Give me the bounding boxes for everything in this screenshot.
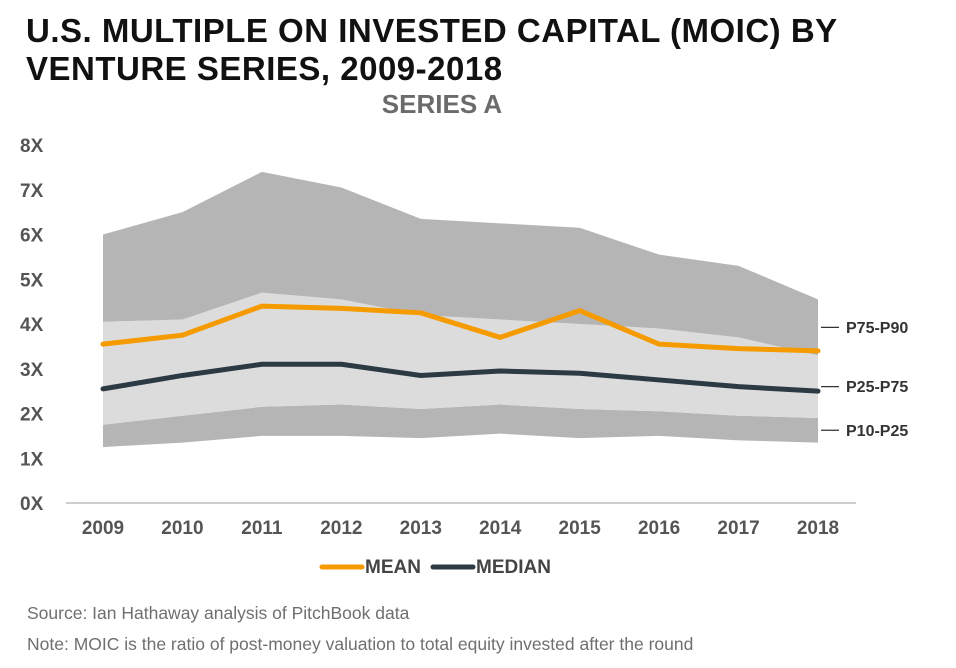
y-tick-label: 2X	[20, 405, 44, 426]
band-p75-p90	[103, 171, 818, 356]
x-tick-label: 2010	[161, 518, 203, 539]
y-tick-label: 1X	[20, 449, 44, 470]
y-tick-label: 7X	[20, 181, 44, 202]
x-axis-ticks: 2009 2010 2011 2012 2013 2014 2015 2016 2017 2018	[82, 518, 839, 539]
band-p10-p25	[103, 404, 818, 448]
x-tick-label: 2009	[82, 518, 124, 539]
band-p25-p75	[103, 292, 818, 425]
series-line-median	[100, 361, 821, 394]
y-tick-label: 8X	[20, 136, 44, 157]
band-label-p10-p25: P10-P25	[846, 423, 908, 440]
source-note: Source: Ian Hathaway analysis of PitchBo…	[27, 603, 410, 623]
chart-title-line1: U.S. MULTIPLE ON INVESTED CAPITAL (MOIC)…	[26, 12, 838, 49]
x-tick-label: 2011	[241, 518, 283, 539]
x-tick-label: 2016	[638, 518, 680, 539]
legend-label-median: MEDIAN	[476, 557, 551, 578]
band-labels: P10-P25 P25-P75 P75-P90	[821, 320, 908, 440]
percentile-bands	[103, 171, 818, 448]
legend-label-mean: MEAN	[365, 557, 421, 578]
x-tick-label: 2014	[479, 518, 522, 539]
footnote: Note: MOIC is the ratio of post-money va…	[27, 634, 694, 654]
moic-chart: SERIES A 0X 1X 2X 3X 4X 5X 6X 7X 8X 2009 2010 2011…	[20, 89, 908, 578]
x-tick-label: 2013	[400, 518, 442, 539]
y-tick-label: 3X	[20, 360, 44, 381]
series-lines	[100, 303, 821, 394]
series-line-mean	[100, 303, 821, 354]
band-label-p75-p90: P75-P90	[846, 320, 908, 337]
y-tick-label: 4X	[20, 315, 44, 336]
y-tick-label: 5X	[20, 270, 44, 291]
chart-title-line2: VENTURE SERIES, 2009-2018	[26, 50, 503, 87]
x-tick-label: 2012	[320, 518, 362, 539]
x-tick-label: 2015	[559, 518, 602, 539]
legend: MEAN MEDIAN	[319, 557, 551, 578]
y-tick-label: 6X	[20, 226, 44, 247]
band-label-p25-p75: P25-P75	[846, 379, 908, 396]
y-tick-label: 0X	[20, 494, 44, 515]
x-tick-label: 2018	[797, 518, 839, 539]
chart-title: U.S. MULTIPLE ON INVESTED CAPITAL (MOIC)…	[26, 12, 936, 88]
y-axis-ticks: 0X 1X 2X 3X 4X 5X 6X 7X 8X	[20, 136, 44, 515]
x-tick-label: 2017	[717, 518, 759, 539]
chart-subtitle: SERIES A	[382, 89, 503, 119]
